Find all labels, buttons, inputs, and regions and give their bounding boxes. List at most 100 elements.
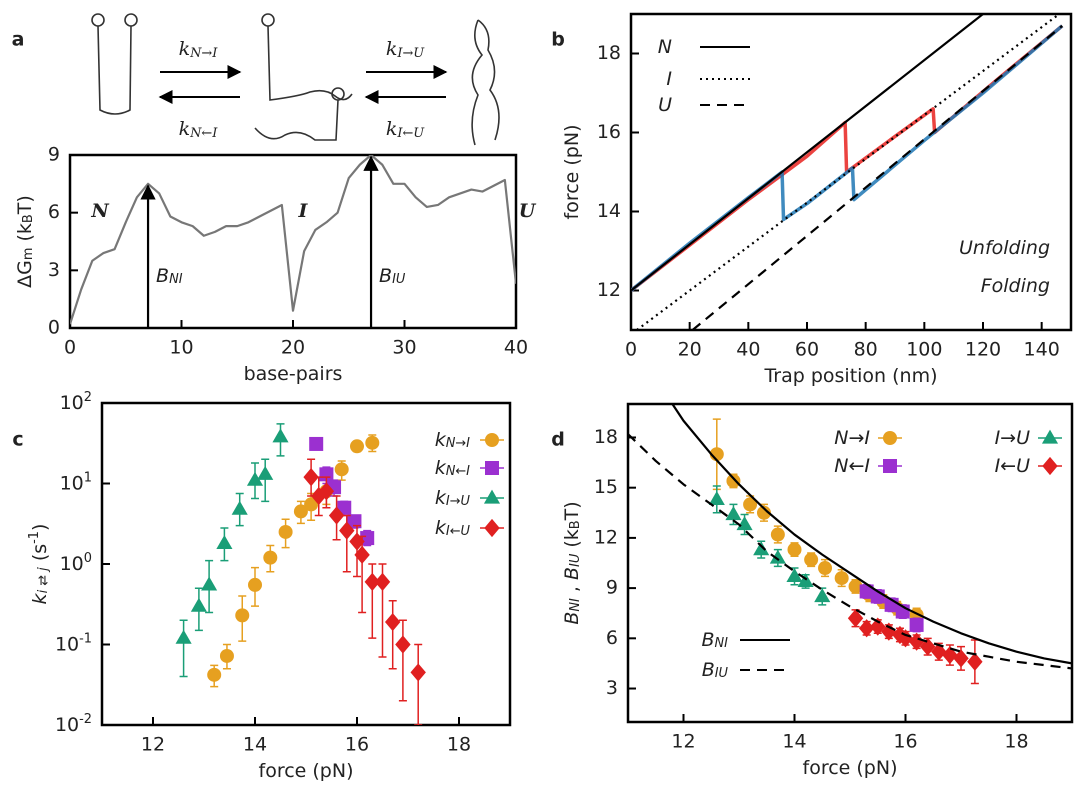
loop [91, 13, 105, 27]
y-tick-label: 14 [597, 200, 621, 222]
x-tick-label: 40 [504, 337, 528, 359]
y-tick-label: 6 [48, 201, 60, 223]
panel-label: b [551, 29, 565, 51]
marker [753, 541, 770, 556]
text-part: B [21, 214, 36, 223]
x-tick-label: 16 [893, 731, 917, 753]
text-part: Unfolding [959, 237, 1050, 259]
text-part: Trap position (nm) [763, 365, 937, 387]
text-part: k [435, 429, 447, 451]
text-part: k [179, 118, 191, 140]
marker [395, 635, 411, 654]
marker [814, 588, 831, 603]
x-tick-label: 18 [1004, 731, 1028, 753]
y-tick-label: 12 [597, 279, 621, 301]
marker [883, 459, 897, 473]
panel-label: c [12, 429, 23, 451]
y-tick-label: 3 [48, 259, 60, 281]
y-axis-label: BNI , BIU (kBT) [561, 501, 583, 624]
marker [293, 504, 308, 519]
text-part: ΔG [14, 260, 36, 288]
text-part: T) [14, 195, 36, 215]
text-part: (s [29, 544, 51, 567]
text-part: B [568, 520, 583, 529]
y-tick-label: 18 [594, 426, 618, 448]
marker [743, 497, 758, 512]
y-tick-label: 18 [597, 42, 621, 64]
state-label: N [90, 200, 109, 222]
marker [786, 567, 803, 582]
line [691, 25, 1063, 330]
legend-label: Folding [981, 275, 1050, 297]
text-part: (k [14, 223, 36, 247]
text-part: k [386, 38, 398, 60]
legend-label: kN←I [435, 457, 470, 479]
marker [483, 489, 501, 504]
text-part: 10 [55, 714, 79, 736]
y-tick-label: 9 [606, 577, 618, 599]
text-part: B [702, 659, 715, 681]
marker [410, 663, 426, 682]
x-axis-label: Trap position (nm) [763, 365, 937, 387]
line [70, 155, 516, 325]
y-tick-label: 3 [606, 677, 618, 699]
line [631, 14, 984, 292]
marker [231, 500, 248, 515]
x-tick-label: 20 [678, 339, 702, 361]
y-axis-label: ΔGm (kBT) [14, 195, 36, 288]
rate-label: kI←U [386, 118, 425, 141]
marker [908, 632, 925, 651]
state-label: U [519, 200, 537, 222]
marker [304, 497, 319, 512]
text-part: I [666, 68, 672, 90]
marker [364, 572, 380, 591]
x-tick-label: 16 [345, 734, 369, 756]
marker [858, 619, 875, 638]
marker [337, 500, 352, 515]
marker [350, 439, 364, 454]
marker [967, 652, 983, 671]
text-part: k [179, 38, 191, 60]
text-part: (k [561, 529, 583, 553]
legend-label: I [666, 68, 672, 90]
marker [334, 462, 349, 477]
marker [769, 549, 786, 564]
marker [818, 561, 833, 576]
marker [235, 608, 250, 623]
marker [328, 506, 345, 525]
marker [354, 545, 370, 564]
line [671, 404, 1072, 665]
marker [484, 518, 500, 538]
text-part: I→U [446, 494, 471, 509]
text-part: N←I [446, 464, 470, 479]
text-part: m [21, 248, 36, 261]
marker [248, 577, 262, 592]
x-tick-label: 18 [447, 734, 471, 756]
marker [309, 436, 324, 451]
text-part: k [29, 592, 51, 604]
marker [848, 579, 863, 594]
y-tick-label: 102 [60, 390, 92, 414]
marker [349, 532, 365, 551]
marker [770, 527, 785, 542]
text-part: k [435, 517, 447, 539]
legend-label: I→U [995, 427, 1031, 449]
marker [485, 433, 499, 447]
marker [859, 584, 874, 599]
loop [124, 13, 138, 27]
marker [246, 471, 264, 486]
text-part: ) [29, 524, 51, 531]
text-part: i ⇄ j [36, 567, 51, 594]
y-tick-label: 100 [60, 551, 92, 575]
text-part: IU [568, 553, 583, 567]
text-part: N→I [189, 46, 218, 61]
marker [263, 550, 278, 565]
y-tick-label: 10-2 [55, 712, 92, 736]
marker [881, 622, 897, 641]
legend-label: N→I [834, 427, 870, 449]
loop [261, 13, 275, 27]
x-tick-label: 0 [625, 339, 637, 361]
marker [909, 617, 924, 632]
text-part: 10 [60, 472, 84, 494]
